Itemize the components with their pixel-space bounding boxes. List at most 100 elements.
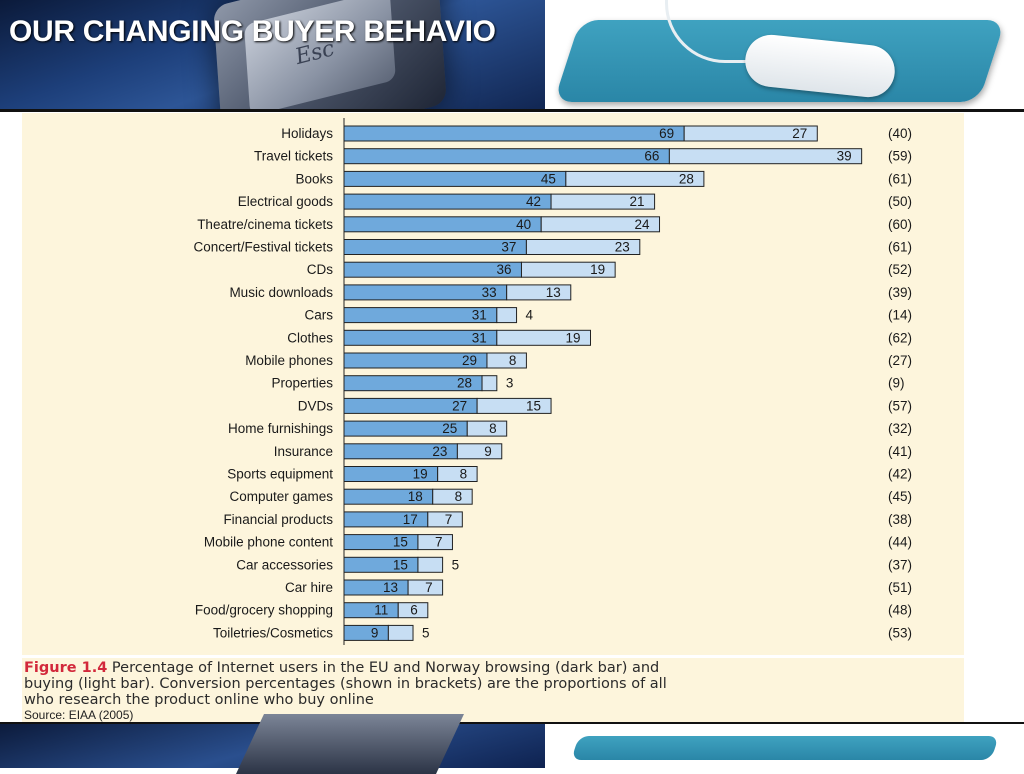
bar-buying: [540, 216, 661, 233]
data-label-browsing: 27: [452, 398, 467, 413]
data-label-browsing: 42: [526, 194, 541, 209]
category-label: Music downloads: [229, 285, 333, 300]
chart-panel: Holidays 69 27 (40) Travel tickets 66 39 (59) Bo…: [22, 113, 964, 655]
data-label-browsing: 66: [644, 149, 659, 164]
bar-buying: [437, 466, 478, 482]
data-label-browsing: 15: [393, 557, 408, 572]
bar-buying: [456, 443, 503, 460]
bar-browsing: [343, 239, 527, 255]
data-label-buying: 23: [615, 240, 630, 255]
conversion-label: (52): [888, 262, 912, 277]
conversion-label: (59): [888, 149, 912, 164]
bar-buying: [407, 579, 444, 596]
conversion-label: (50): [888, 194, 912, 209]
conversion-label: (14): [888, 308, 912, 323]
data-label-browsing: 28: [457, 376, 472, 391]
conversion-label: (42): [888, 467, 912, 482]
bar-browsing: [343, 148, 670, 165]
data-label-buying: 3: [506, 376, 514, 391]
bar-buying: [432, 488, 473, 505]
footer-keyboard-image: [0, 714, 545, 774]
data-label-buying: 19: [590, 262, 605, 277]
bar-chart: Holidays 69 27 (40)Travel tickets 66 39 (59)Bo…: [193, 118, 912, 645]
header-divider: [0, 109, 1024, 112]
data-label-buying: 7: [445, 512, 453, 527]
bar-buying: [427, 511, 463, 528]
data-label-browsing: 36: [496, 262, 511, 277]
bar-browsing: [343, 170, 567, 187]
data-label-buying: 7: [435, 535, 443, 550]
caption-line-3: who research the product online who buy …: [24, 692, 374, 708]
conversion-label: (38): [888, 512, 912, 527]
category-label: CDs: [307, 262, 333, 277]
bar-buying: [481, 375, 498, 392]
conversion-label: (51): [888, 580, 912, 595]
data-label-browsing: 33: [482, 285, 497, 300]
conversion-label: (53): [888, 625, 912, 640]
category-label: Sports equipment: [227, 467, 333, 482]
category-label: Theatre/cinema tickets: [197, 217, 333, 232]
keyboard-photo: Esc: [0, 0, 545, 110]
header-banner: Esc OUR CHANGING BUYER BEHAVIO: [0, 0, 1024, 110]
category-label: Financial products: [223, 512, 333, 527]
conversion-label: (61): [888, 240, 912, 255]
category-label: Travel tickets: [254, 149, 333, 164]
caption-source: Source: EIAA (2005): [24, 708, 134, 722]
data-label-buying: 24: [634, 217, 650, 232]
bar-buying: [417, 556, 444, 573]
data-label-buying: 5: [422, 625, 430, 640]
bar-browsing: [343, 602, 399, 619]
mouse-photo: [545, 0, 1024, 110]
data-label-buying: 6: [410, 603, 418, 618]
caption-line-2: buying (light bar). Conversion percentag…: [24, 676, 667, 692]
conversion-label: (39): [888, 285, 912, 300]
conversion-label: (37): [888, 557, 912, 572]
category-label: Electrical goods: [238, 194, 334, 209]
data-label-buying: 13: [546, 285, 561, 300]
caption-line-1: Percentage of Internet users in the EU a…: [111, 660, 660, 676]
bar-buying: [525, 239, 641, 255]
data-label-buying: 8: [509, 353, 517, 368]
footer-mousepad-image: [571, 736, 999, 760]
data-label-browsing: 18: [408, 489, 423, 504]
conversion-label: (27): [888, 353, 912, 368]
bar-browsing: [343, 624, 389, 641]
data-label-buying: 5: [452, 557, 460, 572]
category-label: Cars: [304, 308, 333, 323]
bar-browsing: [343, 261, 522, 278]
data-label-buying: 7: [425, 580, 433, 595]
data-label-browsing: 13: [383, 580, 398, 595]
category-label: Holidays: [281, 126, 333, 141]
data-label-buying: 21: [630, 194, 645, 209]
data-label-browsing: 17: [403, 512, 418, 527]
conversion-label: (61): [888, 171, 912, 186]
category-label: Home furnishings: [228, 421, 333, 436]
data-label-buying: 19: [565, 330, 580, 345]
data-label-buying: 28: [679, 171, 694, 186]
figure-caption: Figure 1.4 Percentage of Internet users …: [22, 658, 964, 722]
data-label-buying: 8: [489, 421, 497, 436]
data-label-browsing: 23: [432, 444, 447, 459]
data-label-browsing: 31: [472, 308, 487, 323]
bar-buying: [496, 329, 591, 346]
bar-browsing: [343, 193, 552, 210]
conversion-label: (48): [888, 603, 912, 618]
data-label-browsing: 11: [374, 603, 388, 618]
conversion-label: (44): [888, 535, 912, 550]
data-label-browsing: 40: [516, 217, 531, 232]
data-label-browsing: 31: [472, 330, 487, 345]
data-label-buying: 39: [837, 149, 852, 164]
category-label: Food/grocery shopping: [195, 603, 333, 618]
data-label-browsing: 69: [659, 126, 674, 141]
conversion-label: (9): [888, 376, 905, 391]
data-label-browsing: 15: [393, 535, 408, 550]
data-label-browsing: 19: [413, 467, 428, 482]
conversion-label: (57): [888, 398, 912, 413]
category-label: Properties: [271, 376, 333, 391]
bar-buying: [476, 397, 552, 414]
bar-buying: [520, 261, 616, 278]
conversion-label: (45): [888, 489, 912, 504]
conversion-label: (40): [888, 126, 912, 141]
category-label: Car hire: [285, 580, 333, 595]
conversion-label: (60): [888, 217, 912, 232]
